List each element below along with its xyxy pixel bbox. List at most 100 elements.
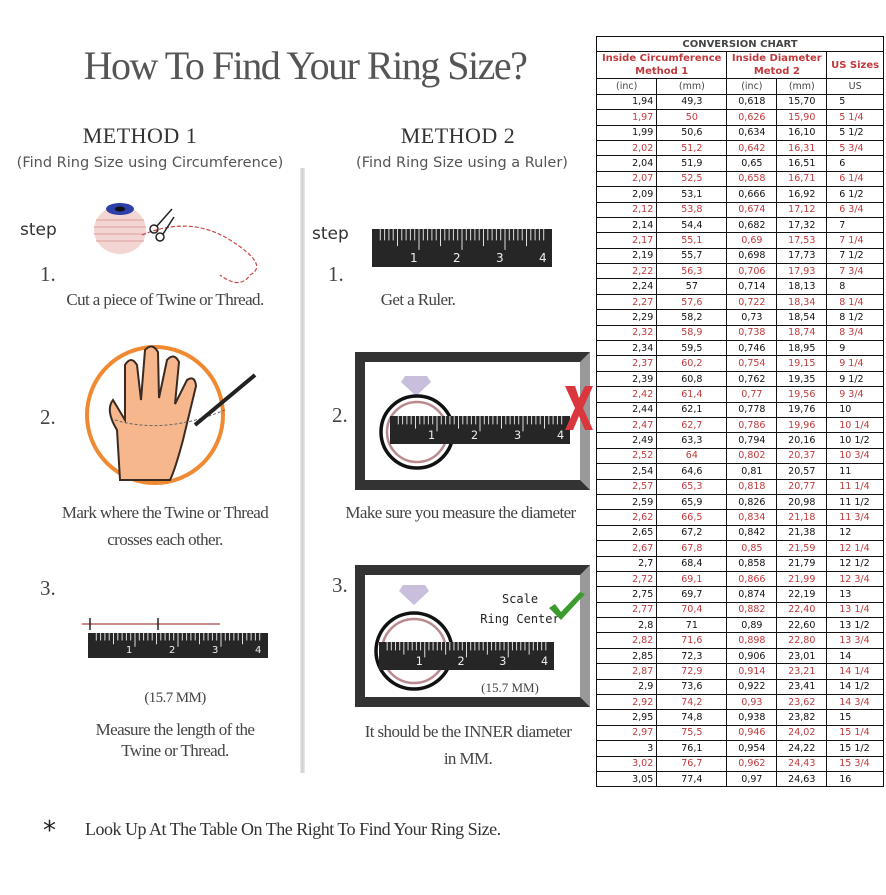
cell-circumference-inch: 2,37 [595, 355, 658, 372]
cell-circumference-inch: 2,67 [595, 540, 658, 557]
method2-measure: (15.7 MM) [481, 680, 539, 695]
cell-circumference-mm: 73,6 [656, 678, 728, 696]
cell-diameter-inch: 0,89 [726, 617, 778, 634]
cell-circumference-mm: 60,2 [656, 355, 728, 372]
cell-diameter-inch: 0,818 [726, 478, 778, 495]
cell-us-size: 11 3/4 [826, 509, 884, 526]
method1-step3-number: 3. [40, 576, 56, 600]
cell-circumference-inch: 2,29 [595, 309, 658, 326]
cell-diameter-inch: 0,93 [726, 694, 778, 711]
twine-spool-icon [94, 203, 146, 254]
cell-diameter-inch: 0,634 [726, 124, 778, 141]
cell-circumference-mm: 71 [656, 617, 728, 634]
table-row: 2,39 60,8 0,762 19,35 9 1/2 [595, 370, 884, 388]
cell-us-size: 7 3/4 [826, 263, 884, 280]
cell-us-size: 15 [826, 709, 884, 726]
cell-circumference-mm: 74,2 [656, 694, 728, 711]
cell-us-size: 13 [826, 586, 884, 603]
table-row: 2,04 51,9 0,65 16,51 6 [595, 155, 884, 172]
cell-us-size: 8 1/4 [826, 293, 884, 311]
column-divider [300, 168, 305, 773]
table-row: 2,02 51,2 0,642 16,31 5 3/4 [595, 139, 884, 157]
cell-diameter-inch: 0,762 [726, 370, 778, 388]
cell-diameter-inch: 0,914 [726, 663, 778, 680]
cell-us-size: 5 [826, 93, 884, 111]
cell-us-size: 15 3/4 [826, 755, 884, 772]
cell-diameter-mm: 19,76 [776, 401, 828, 418]
table-row: 3 76,1 0,954 24,22 15 1/2 [595, 740, 884, 757]
cell-circumference-mm: 75,5 [656, 724, 728, 742]
table-row: 2,14 54,4 0,682 17,32 7 [595, 216, 884, 234]
cell-us-size: 6 [826, 155, 884, 172]
cell-circumference-inch: 1,94 [595, 93, 658, 111]
cell-diameter-mm: 19,56 [776, 386, 828, 403]
cell-circumference-inch: 2,65 [595, 524, 658, 542]
method2-step2-caption: Make sure you measure the diameter [345, 503, 576, 522]
table-row: 2,52 64 0,802 20,37 10 3/4 [595, 447, 884, 465]
cell-diameter-mm: 18,54 [776, 309, 828, 326]
cell-diameter-inch: 0,626 [726, 109, 778, 126]
ruler-label: 2 [453, 251, 461, 265]
cell-diameter-mm: 20,57 [776, 463, 828, 480]
cell-circumference-inch: 1,99 [595, 124, 658, 141]
cell-diameter-mm: 22,40 [776, 601, 828, 619]
ruler-icon: 1 2 3 4 [372, 229, 552, 267]
wrong-measure-panel: 1 2 3 4 [355, 352, 593, 490]
cell-us-size: 14 3/4 [826, 694, 884, 711]
cell-diameter-mm: 19,35 [776, 370, 828, 388]
cell-circumference-inch: 2,09 [595, 186, 658, 203]
cell-circumference-inch: 2,34 [595, 340, 658, 357]
ruler-label: 2 [169, 645, 175, 656]
cell-circumference-mm: 50,6 [656, 124, 728, 141]
conversion-chart-table: CONVERSION CHART Inside Circumference Me… [595, 35, 884, 788]
cell-diameter-mm: 18,34 [776, 293, 828, 311]
cell-diameter-mm: 16,31 [776, 139, 828, 157]
cell-diameter-mm: 16,92 [776, 186, 828, 203]
table-row: 2,54 64,6 0,81 20,57 11 [595, 463, 884, 480]
table-row: 2,32 58,9 0,738 18,74 8 3/4 [595, 324, 884, 342]
table-row: 2,19 55,7 0,698 17,73 7 1/2 [595, 247, 884, 265]
cell-circumference-mm: 65,9 [656, 493, 728, 511]
cell-us-size: 5 1/4 [826, 109, 884, 126]
cell-circumference-inch: 2,44 [595, 401, 658, 418]
ruler-label: 1 [410, 251, 418, 265]
table-row: 2,59 65,9 0,826 20,98 11 1/2 [595, 493, 884, 511]
table-row: 3,05 77,4 0,97 24,63 16 [595, 770, 884, 788]
cell-circumference-mm: 58,2 [656, 309, 728, 326]
cell-diameter-inch: 0,842 [726, 524, 778, 542]
cell-circumference-mm: 69,1 [656, 570, 728, 588]
cell-diameter-inch: 0,706 [726, 263, 778, 280]
cell-diameter-mm: 21,59 [776, 540, 828, 557]
ruler-label: 2 [458, 655, 465, 668]
cell-circumference-mm: 62,7 [656, 416, 728, 434]
cell-circumference-inch: 2,82 [595, 632, 658, 649]
cell-us-size: 9 1/2 [826, 370, 884, 388]
table-row: 1,99 50,6 0,634 16,10 5 1/2 [595, 124, 884, 141]
method1-heading: METHOD 1 [82, 123, 198, 148]
cell-circumference-inch: 2,52 [595, 447, 658, 465]
table-row: 2,44 62,1 0,778 19,76 10 [595, 401, 884, 418]
cell-diameter-mm: 18,95 [776, 340, 828, 357]
cell-diameter-inch: 0,858 [726, 555, 778, 572]
table-row: 2,57 65,3 0,818 20,77 11 1/4 [595, 478, 884, 495]
cell-diameter-inch: 0,674 [726, 201, 778, 218]
cell-circumference-mm: 70,4 [656, 601, 728, 619]
ruler-icon: 1 2 3 4 [390, 416, 570, 444]
cell-diameter-mm: 21,99 [776, 570, 828, 588]
cell-circumference-inch: 2,7 [595, 555, 658, 572]
table-row: 2,47 62,7 0,786 19,96 10 1/4 [595, 416, 884, 434]
cell-us-size: 7 1/2 [826, 247, 884, 265]
footnote-text: Look Up At The Table On The Right To Fin… [85, 819, 501, 839]
cell-diameter-inch: 0,898 [726, 632, 778, 649]
cell-circumference-mm: 57 [656, 278, 728, 295]
hand-icon [85, 345, 257, 485]
table-row: 2,07 52,5 0,658 16,71 6 1/4 [595, 170, 884, 188]
cell-us-size: 9 3/4 [826, 386, 884, 403]
cell-circumference-inch: 2,02 [595, 139, 658, 157]
table-row: 2,27 57,6 0,722 18,34 8 1/4 [595, 293, 884, 311]
cell-us-size: 10 1/4 [826, 416, 884, 434]
cell-us-size: 9 [826, 340, 884, 357]
cell-circumference-mm: 72,3 [656, 647, 728, 665]
cell-circumference-mm: 52,5 [656, 170, 728, 188]
cell-diameter-mm: 22,80 [776, 632, 828, 649]
